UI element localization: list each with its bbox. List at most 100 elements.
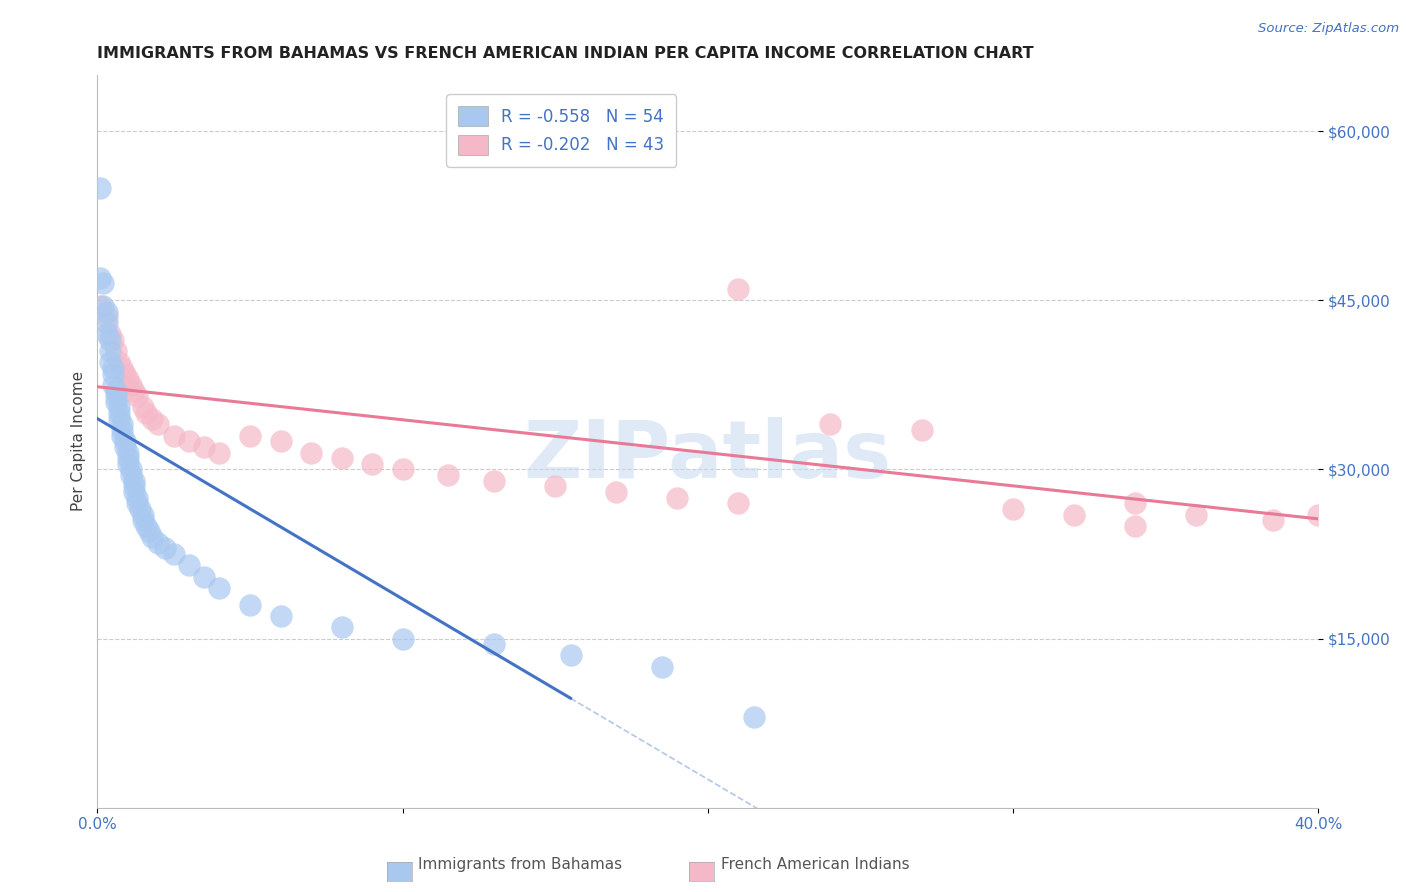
- Point: [104, 389, 127, 403]
- Point: [742, 710, 765, 724]
- Point: [270, 434, 292, 449]
- Point: [96, 316, 118, 330]
- Point: [117, 457, 139, 471]
- Point: [177, 434, 200, 449]
- Point: [437, 468, 460, 483]
- Text: Source: ZipAtlas.com: Source: ZipAtlas.com: [1258, 22, 1399, 36]
- Point: [101, 367, 124, 381]
- Point: [193, 440, 215, 454]
- Point: [391, 632, 413, 646]
- Text: IMMIGRANTS FROM BAHAMAS VS FRENCH AMERICAN INDIAN PER CAPITA INCOME CORRELATION : IMMIGRANTS FROM BAHAMAS VS FRENCH AMERIC…: [97, 46, 1033, 62]
- Point: [104, 394, 127, 409]
- Point: [114, 440, 136, 454]
- Point: [120, 462, 142, 476]
- Point: [1261, 513, 1284, 527]
- Point: [107, 406, 129, 420]
- Point: [111, 423, 134, 437]
- Point: [104, 344, 127, 359]
- Point: [96, 310, 118, 325]
- Point: [193, 569, 215, 583]
- Point: [98, 344, 121, 359]
- Y-axis label: Per Capita Income: Per Capita Income: [72, 371, 86, 511]
- Point: [135, 519, 157, 533]
- Legend: R = -0.558   N = 54, R = -0.202   N = 43: R = -0.558 N = 54, R = -0.202 N = 43: [447, 95, 676, 167]
- Point: [132, 513, 155, 527]
- Point: [117, 451, 139, 466]
- Point: [727, 496, 749, 510]
- Point: [138, 524, 160, 539]
- Point: [96, 304, 118, 318]
- Point: [96, 327, 118, 342]
- Point: [98, 327, 121, 342]
- Point: [125, 491, 148, 505]
- Point: [135, 406, 157, 420]
- Point: [177, 558, 200, 573]
- Point: [98, 355, 121, 369]
- Point: [114, 434, 136, 449]
- Point: [107, 355, 129, 369]
- Point: [117, 445, 139, 459]
- Point: [163, 547, 186, 561]
- Point: [239, 428, 262, 442]
- Point: [163, 428, 186, 442]
- Point: [107, 401, 129, 415]
- Point: [132, 401, 155, 415]
- Point: [330, 451, 353, 466]
- Point: [1185, 508, 1208, 522]
- Point: [125, 496, 148, 510]
- Point: [391, 462, 413, 476]
- Point: [605, 485, 627, 500]
- Point: [89, 180, 111, 194]
- Point: [93, 277, 115, 291]
- Point: [120, 378, 142, 392]
- Point: [544, 479, 567, 493]
- Point: [141, 530, 163, 544]
- Point: [208, 581, 231, 595]
- Point: [125, 389, 148, 403]
- Point: [1123, 519, 1146, 533]
- Point: [89, 299, 111, 313]
- Point: [153, 541, 176, 556]
- Text: French American Indians: French American Indians: [721, 857, 910, 872]
- Text: Immigrants from Bahamas: Immigrants from Bahamas: [418, 857, 623, 872]
- Point: [111, 417, 134, 432]
- Point: [114, 367, 136, 381]
- Point: [104, 384, 127, 398]
- Point: [107, 411, 129, 425]
- Point: [129, 502, 152, 516]
- Point: [111, 361, 134, 376]
- Point: [141, 411, 163, 425]
- Point: [117, 372, 139, 386]
- Point: [132, 508, 155, 522]
- Point: [666, 491, 689, 505]
- Point: [818, 417, 841, 432]
- Point: [239, 598, 262, 612]
- Point: [122, 474, 145, 488]
- Point: [208, 445, 231, 459]
- Point: [299, 445, 322, 459]
- Point: [122, 384, 145, 398]
- Point: [98, 333, 121, 347]
- Point: [1063, 508, 1085, 522]
- Point: [122, 485, 145, 500]
- Point: [101, 361, 124, 376]
- Point: [560, 648, 582, 663]
- Point: [1002, 502, 1025, 516]
- Point: [148, 535, 170, 549]
- Point: [361, 457, 384, 471]
- Point: [910, 423, 932, 437]
- Point: [482, 637, 505, 651]
- Point: [544, 136, 567, 150]
- Point: [330, 620, 353, 634]
- Point: [122, 479, 145, 493]
- Point: [148, 417, 170, 432]
- Point: [727, 282, 749, 296]
- Point: [111, 428, 134, 442]
- Point: [1308, 508, 1330, 522]
- Point: [1123, 496, 1146, 510]
- Text: ZIPatlas: ZIPatlas: [524, 417, 891, 495]
- Point: [120, 468, 142, 483]
- Point: [270, 609, 292, 624]
- Point: [89, 270, 111, 285]
- Point: [101, 378, 124, 392]
